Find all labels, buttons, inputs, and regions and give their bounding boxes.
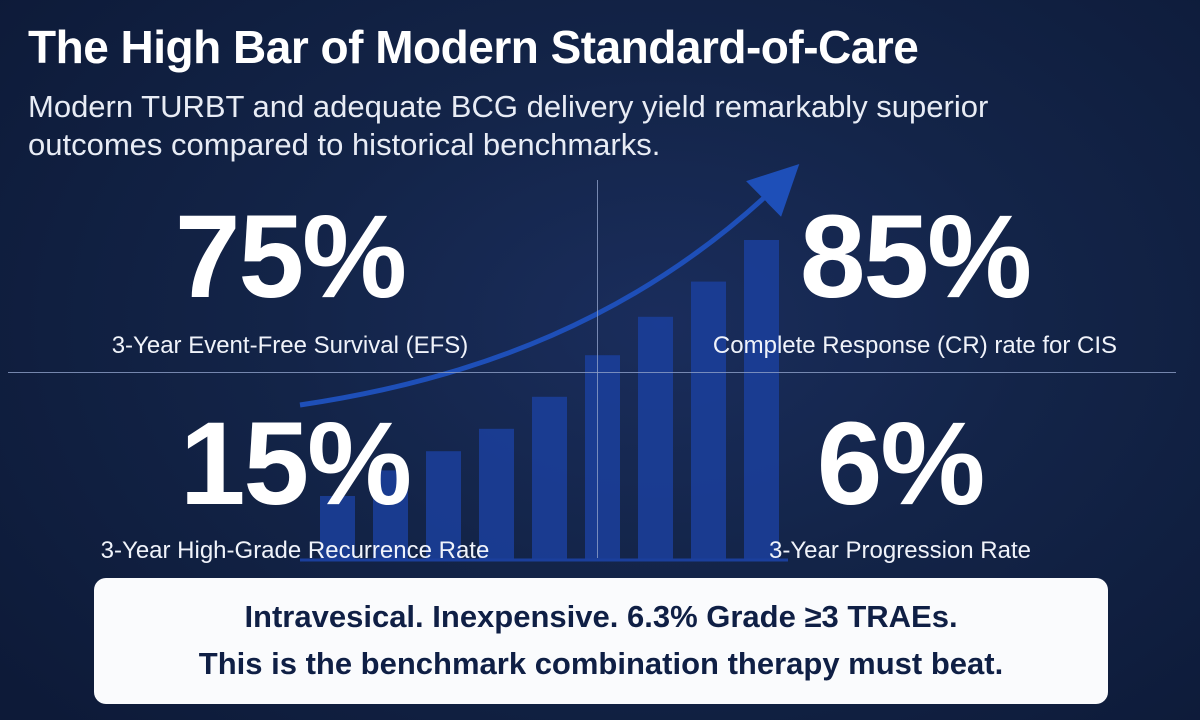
stat-value: 85%	[799, 191, 1032, 323]
stat-progression: 6% 3-Year Progression Rate	[720, 405, 1080, 566]
background-bar	[638, 316, 673, 560]
stat-recurrence: 15% 3-Year High-Grade Recurrence Rate	[60, 405, 530, 566]
benchmark-callout-box: Intravesical. Inexpensive. 6.3% Grade ≥3…	[94, 578, 1108, 704]
stat-label: Complete Response (CR) rate for CIS	[712, 332, 1118, 359]
background-bar	[744, 240, 779, 560]
stat-label: 3-Year Progression Rate	[769, 537, 1031, 564]
stat-value: 6%	[816, 398, 986, 530]
page-subtitle: Modern TURBT and adequate BCG delivery y…	[28, 89, 989, 162]
background-bar	[691, 281, 726, 560]
trend-arrow	[299, 164, 800, 408]
page-title: The High Bar of Modern Standard-of-Care	[28, 21, 919, 73]
background-bar	[373, 470, 408, 560]
background-bar	[479, 428, 514, 560]
quadrant-divider-horizontal	[8, 372, 1176, 373]
stat-label: 3-Year Event-Free Survival (EFS)	[111, 332, 469, 359]
background-bar	[426, 451, 461, 560]
callout-line-1: Intravesical. Inexpensive. 6.3% Grade ≥3…	[244, 599, 958, 634]
callout-line-2: This is the benchmark combination therap…	[198, 645, 1004, 681]
quadrant-divider-vertical	[597, 180, 598, 558]
stat-complete-response: 85% Complete Response (CR) rate for CIS	[690, 198, 1140, 361]
background-bar	[532, 396, 567, 560]
stat-value: 75%	[174, 191, 407, 323]
stat-value: 15%	[179, 398, 412, 530]
stat-efs: 75% 3-Year Event-Free Survival (EFS)	[80, 198, 500, 361]
stat-label: 3-Year High-Grade Recurrence Rate	[100, 537, 490, 564]
background-bar	[320, 496, 355, 560]
background-bar	[585, 355, 620, 560]
